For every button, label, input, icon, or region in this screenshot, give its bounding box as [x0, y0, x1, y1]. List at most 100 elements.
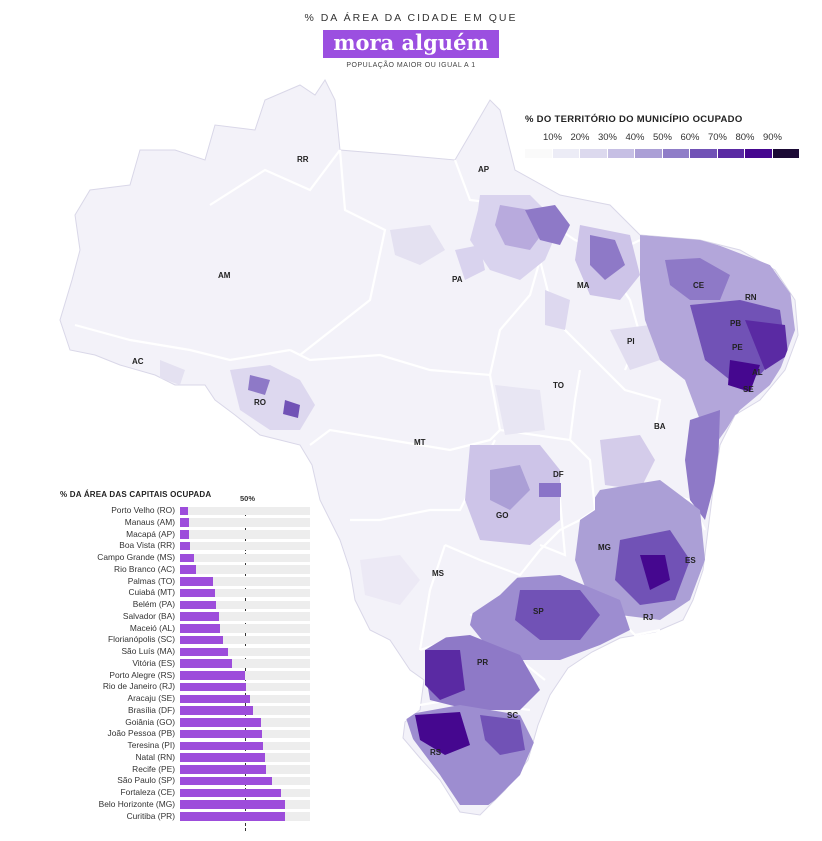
bar-row: Teresina (PI)	[60, 740, 315, 752]
state-label-rr: RR	[297, 155, 309, 164]
state-label-rs: RS	[430, 748, 442, 757]
state-label-to: TO	[553, 381, 564, 390]
bar	[180, 765, 266, 774]
subtitle-text: POPULAÇÃO MAIOR OU IGUAL A 1	[346, 62, 476, 69]
state-label-ac: AC	[132, 357, 144, 366]
bar-row: Rio de Janeiro (RJ)	[60, 681, 315, 693]
bar-track	[180, 776, 310, 786]
legend-swatch	[525, 149, 553, 158]
legend-swatch	[745, 149, 773, 158]
bar-track	[180, 765, 310, 774]
bar-row: Campo Grande (MS)	[60, 552, 315, 564]
state-label-pa: PA	[452, 275, 463, 284]
state-label-ba: BA	[654, 422, 666, 431]
legend-label: 20%	[570, 132, 590, 143]
legend-swatch	[635, 149, 663, 158]
bar-row: Palmas (TO)	[60, 576, 315, 588]
state-label-se: SE	[743, 385, 754, 394]
bar-category-label: Maceió (AL)	[129, 622, 175, 633]
bar-category-label: Rio Branco (AC)	[114, 563, 175, 574]
bar	[180, 530, 190, 539]
bar	[180, 776, 273, 786]
bar-track	[180, 518, 310, 527]
bar	[180, 694, 251, 703]
bar-category-label: São Paulo (SP)	[117, 775, 175, 786]
bar-category-label: Aracaju (SE)	[127, 693, 175, 703]
bar-track	[180, 624, 310, 633]
bar-track	[180, 800, 310, 809]
bar-category-label: Florianópolis (SC)	[107, 634, 175, 645]
bar	[180, 659, 232, 668]
bar	[180, 588, 216, 598]
header: % DA ÁREA DA CIDADE EM QUE mora alguém P…	[0, 12, 822, 69]
legend-swatch	[717, 149, 745, 158]
bar-track	[180, 812, 310, 821]
bar-row: João Pessoa (PB)	[60, 728, 315, 740]
bar-category-label: Teresina (PI)	[127, 740, 175, 750]
state-label-ms: MS	[432, 569, 445, 578]
state-label-sc: SC	[507, 711, 518, 720]
bar	[180, 624, 221, 633]
state-label-pr: PR	[477, 658, 488, 667]
bar-row: Boa Vista (RR)	[60, 540, 315, 552]
state-label-pe: PE	[732, 343, 743, 352]
bar	[180, 753, 265, 762]
bar-track	[180, 682, 310, 692]
bar-row: Florianópolis (SC)	[60, 634, 315, 646]
bar-track	[180, 541, 310, 551]
legend: % DO TERRITÓRIO DO MUNICÍPIO OCUPADO 10%…	[525, 114, 800, 158]
bar-track	[180, 635, 310, 645]
bar	[180, 788, 282, 797]
bar-category-label: São Luís (MA)	[121, 646, 175, 656]
state-label-al: AL	[752, 368, 763, 377]
bar	[180, 577, 213, 586]
legend-label: 90%	[762, 132, 783, 143]
bar-row: Belo Horizonte (MG)	[60, 799, 315, 811]
state-label-es: ES	[685, 556, 696, 565]
legend-title: % DO TERRITÓRIO DO MUNICÍPIO OCUPADO	[525, 114, 743, 125]
bar-row: Macapá (AP)	[60, 529, 315, 541]
bar-row: São Paulo (SP)	[60, 775, 315, 787]
bar-row: Recife (PE)	[60, 764, 315, 776]
bar-category-label: Vitória (ES)	[132, 657, 175, 668]
bar	[180, 612, 219, 621]
bar-category-label: Belo Horizonte (MG)	[98, 798, 175, 809]
bar-row: Maceió (AL)	[60, 623, 315, 635]
bar-category-label: Curitiba (PR)	[126, 810, 175, 821]
bar-category-label: Natal (RN)	[135, 751, 175, 762]
bar	[180, 729, 262, 739]
state-label-pb: PB	[730, 319, 741, 328]
state-label-ma: MA	[577, 281, 590, 290]
bar-row: Manaus (AM)	[60, 517, 315, 529]
legend-swatch	[662, 149, 690, 158]
bar-row: Goiânia (GO)	[60, 717, 315, 729]
bar	[180, 671, 245, 680]
bar-category-label: Manaus (AM)	[124, 516, 175, 527]
bar-category-label: Porto Velho (RO)	[111, 505, 175, 515]
legend-swatch	[690, 149, 718, 158]
density-coast	[405, 235, 795, 805]
bar-category-label: Goiânia (GO)	[125, 716, 175, 727]
bar-row: Vitória (ES)	[60, 658, 315, 670]
bar-chart-title: % DA ÁREA DAS CAPITAIS OCUPADA	[60, 490, 212, 499]
bar-category-label: Boa Vista (RR)	[119, 540, 175, 551]
density-north	[160, 195, 660, 605]
bar-row: Porto Alegre (RS)	[60, 670, 315, 682]
bar	[180, 706, 253, 715]
state-label-df: DF	[553, 470, 564, 479]
bar-category-label: Palmas (TO)	[127, 575, 175, 586]
bar-track	[180, 588, 310, 598]
bar-track	[180, 694, 310, 703]
legend-swatch	[772, 149, 800, 158]
legend-label: 40%	[625, 132, 645, 143]
legend-label: 70%	[707, 132, 728, 143]
bar-category-label: Porto Alegre (RS)	[109, 669, 175, 680]
reference-line	[245, 508, 246, 832]
state-label-am: AM	[218, 271, 231, 280]
bar	[180, 553, 195, 562]
legend-swatch	[552, 149, 580, 158]
bar-track	[180, 577, 310, 586]
bar-row: Aracaju (SE)	[60, 693, 315, 705]
bar	[180, 506, 188, 515]
